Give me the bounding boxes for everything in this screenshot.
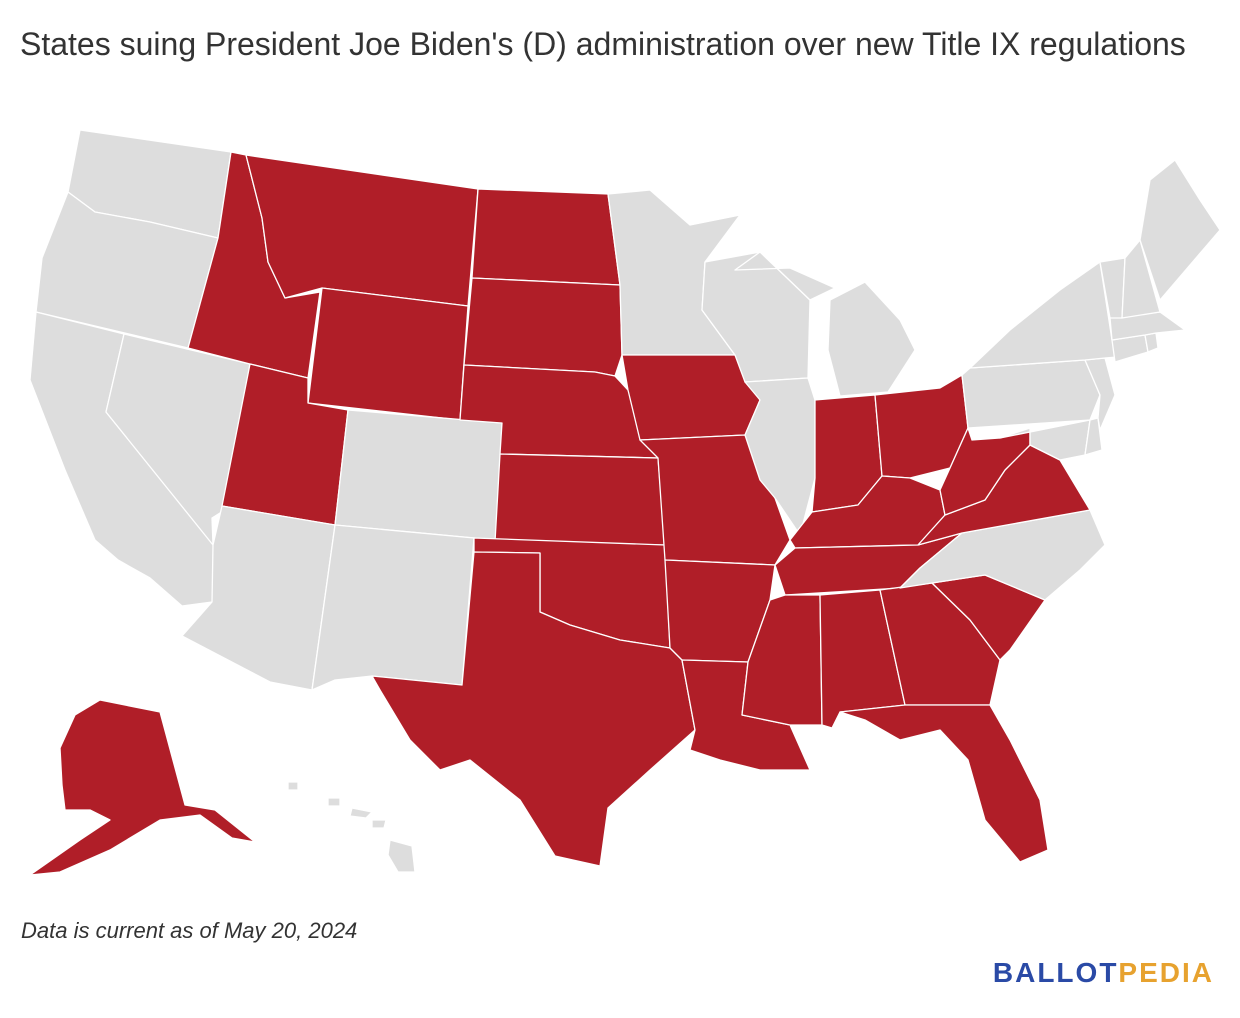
ballotpedia-logo: BALLOTPEDIA bbox=[993, 957, 1214, 989]
state-de[interactable] bbox=[1084, 417, 1103, 456]
state-hi[interactable] bbox=[287, 781, 416, 873]
state-nd[interactable] bbox=[471, 188, 621, 286]
us-map-svg bbox=[29, 129, 1221, 876]
state-ks[interactable] bbox=[494, 453, 666, 546]
data-note: Data is current as of May 20, 2024 bbox=[21, 918, 358, 943]
state-wy[interactable] bbox=[307, 287, 469, 421]
state-nm[interactable] bbox=[311, 524, 475, 691]
state-me[interactable] bbox=[1139, 159, 1221, 301]
state-fl[interactable] bbox=[839, 704, 1049, 863]
state-co[interactable] bbox=[334, 409, 503, 541]
logo-part-pedia: PEDIA bbox=[1118, 957, 1214, 988]
state-ri[interactable] bbox=[1144, 332, 1159, 353]
state-mi[interactable] bbox=[734, 251, 916, 397]
state-il[interactable] bbox=[744, 377, 816, 536]
map-title: States suing President Joe Biden's (D) a… bbox=[20, 26, 1186, 62]
state-ak[interactable] bbox=[29, 699, 256, 876]
state-nh[interactable] bbox=[1121, 239, 1161, 319]
logo-part-ballot: BALLOT bbox=[992, 957, 1119, 988]
state-pa[interactable] bbox=[961, 359, 1101, 429]
us-map bbox=[0, 110, 1240, 900]
state-sd[interactable] bbox=[463, 277, 623, 377]
state-mt[interactable] bbox=[245, 154, 479, 307]
state-tx[interactable] bbox=[371, 551, 696, 867]
